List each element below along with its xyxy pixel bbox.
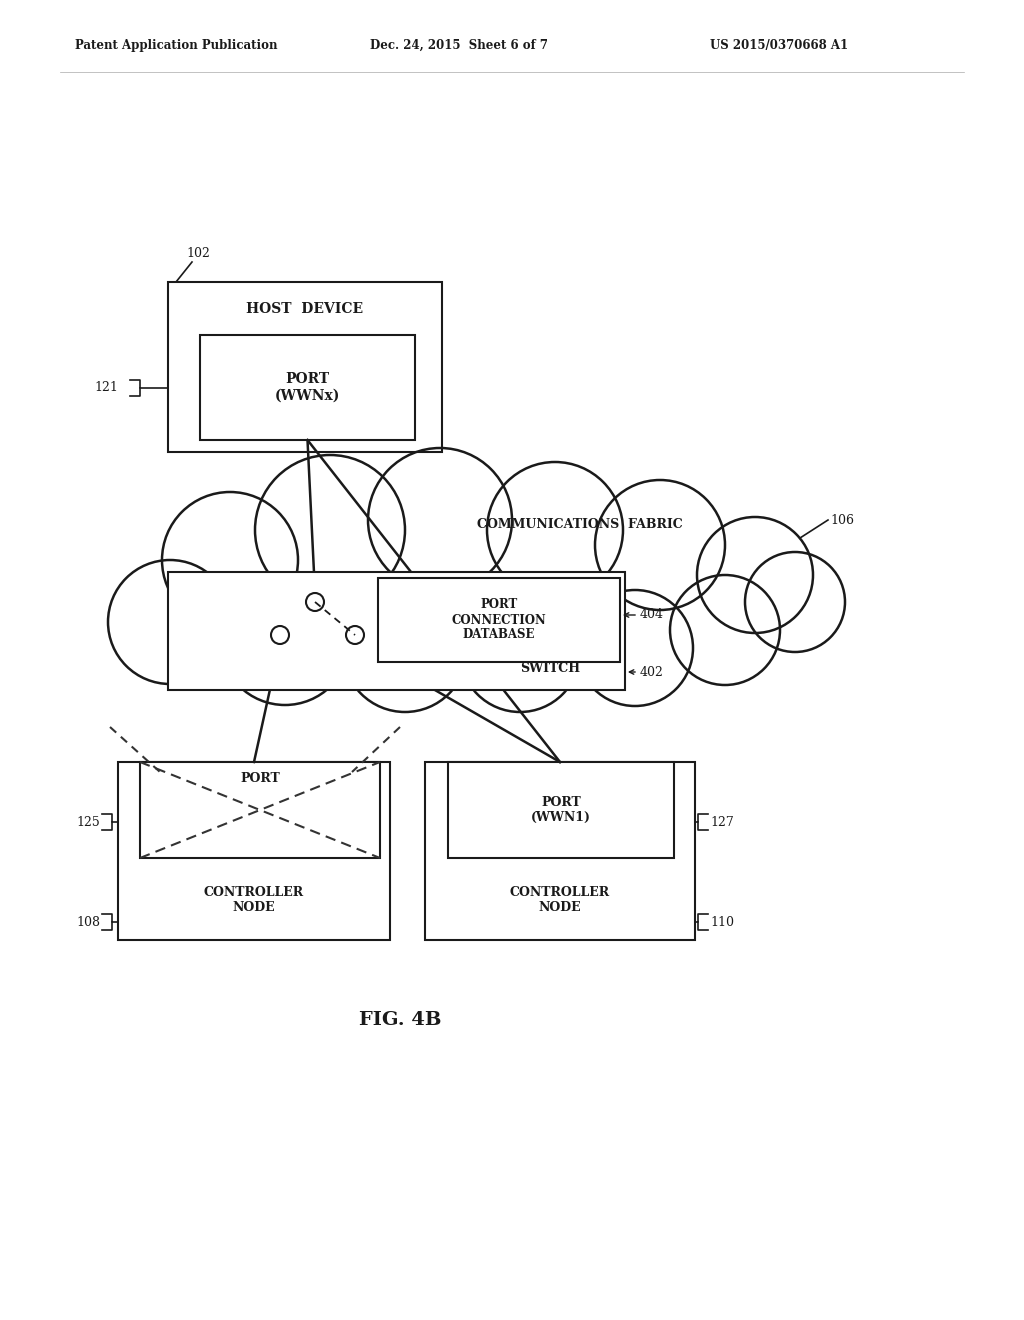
Circle shape bbox=[162, 492, 298, 628]
Text: 402: 402 bbox=[640, 665, 664, 678]
Bar bbox=[140, 762, 380, 858]
Text: US 2015/0370668 A1: US 2015/0370668 A1 bbox=[710, 38, 848, 51]
Text: 106: 106 bbox=[830, 513, 854, 527]
Circle shape bbox=[595, 480, 725, 610]
Text: 110: 110 bbox=[710, 916, 734, 928]
Text: 121: 121 bbox=[94, 381, 118, 393]
Circle shape bbox=[346, 626, 364, 644]
Circle shape bbox=[670, 576, 780, 685]
Circle shape bbox=[460, 591, 580, 711]
Circle shape bbox=[577, 590, 693, 706]
Circle shape bbox=[368, 447, 512, 591]
Circle shape bbox=[343, 587, 467, 711]
Bar bbox=[200, 335, 415, 440]
Text: COMMUNICATIONS  FABRIC: COMMUNICATIONS FABRIC bbox=[477, 519, 683, 532]
Text: Dec. 24, 2015  Sheet 6 of 7: Dec. 24, 2015 Sheet 6 of 7 bbox=[370, 38, 548, 51]
Text: PORT
(WWNx): PORT (WWNx) bbox=[274, 372, 340, 403]
Text: 404: 404 bbox=[640, 609, 664, 622]
Circle shape bbox=[271, 626, 289, 644]
Circle shape bbox=[487, 462, 623, 598]
Circle shape bbox=[108, 560, 232, 684]
Text: 125: 125 bbox=[76, 816, 100, 829]
Text: CONTROLLER
NODE: CONTROLLER NODE bbox=[204, 886, 304, 913]
Bar bbox=[168, 572, 625, 690]
Text: PORT
CONNECTION
DATABASE: PORT CONNECTION DATABASE bbox=[452, 598, 547, 642]
Text: SWITCH: SWITCH bbox=[520, 663, 580, 675]
Text: FIG. 4B: FIG. 4B bbox=[358, 1011, 441, 1030]
Text: CONTROLLER
NODE: CONTROLLER NODE bbox=[510, 886, 610, 913]
Bar bbox=[168, 282, 442, 451]
Text: PORT: PORT bbox=[240, 772, 280, 785]
Circle shape bbox=[697, 517, 813, 634]
Text: 127: 127 bbox=[710, 816, 734, 829]
Circle shape bbox=[255, 455, 406, 605]
Circle shape bbox=[220, 576, 350, 705]
Circle shape bbox=[306, 593, 324, 611]
Text: PORT
(WWN1): PORT (WWN1) bbox=[531, 796, 591, 824]
Bar bbox=[118, 762, 390, 940]
Text: HOST  DEVICE: HOST DEVICE bbox=[247, 302, 364, 315]
Bar bbox=[378, 578, 620, 663]
Text: 108: 108 bbox=[76, 916, 100, 928]
Bar bbox=[425, 762, 695, 940]
Circle shape bbox=[745, 552, 845, 652]
Text: 102: 102 bbox=[186, 247, 210, 260]
Text: Patent Application Publication: Patent Application Publication bbox=[75, 38, 278, 51]
Bar bbox=[449, 762, 674, 858]
